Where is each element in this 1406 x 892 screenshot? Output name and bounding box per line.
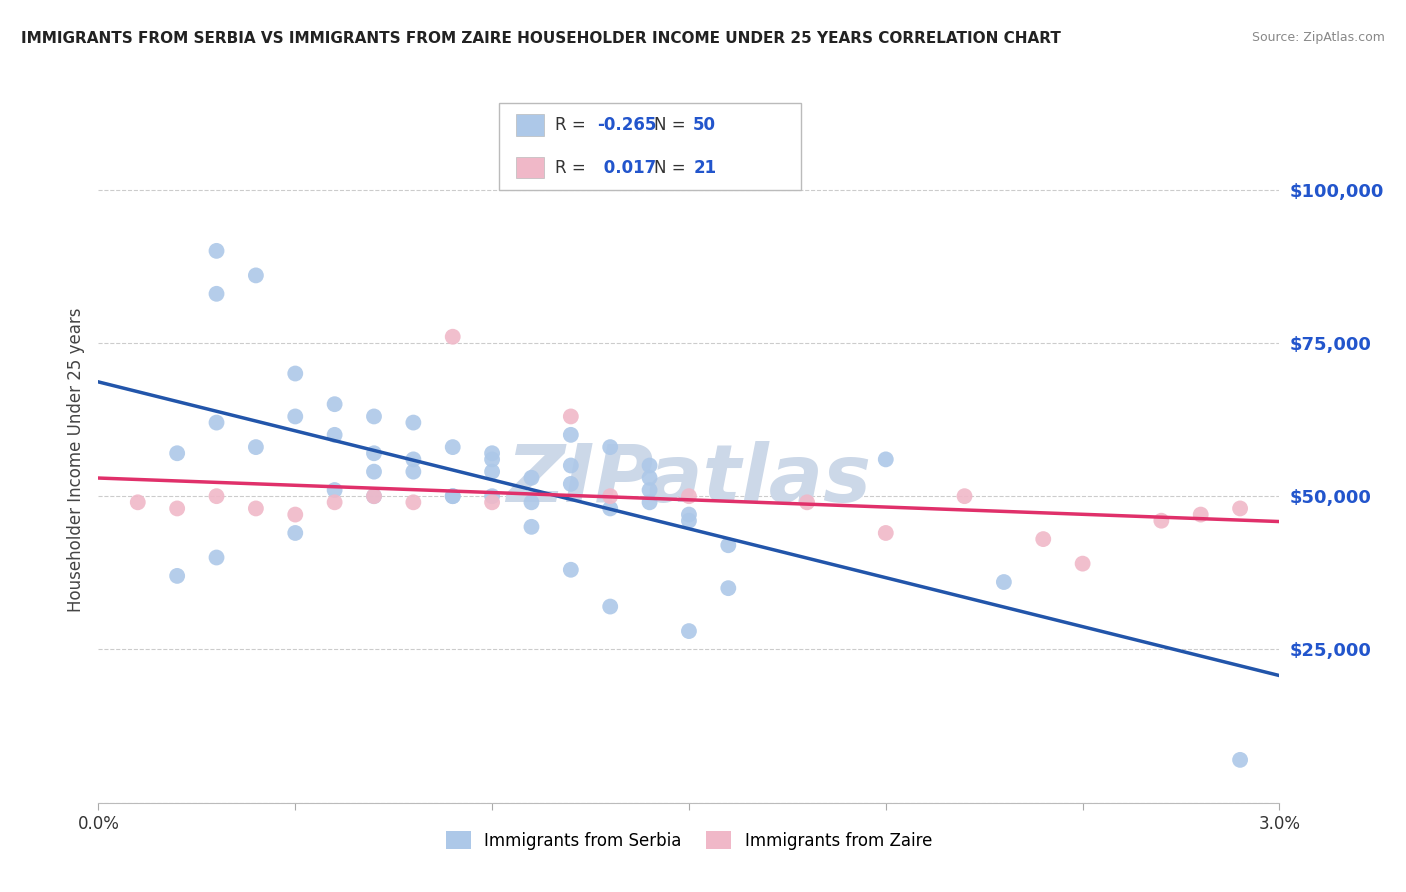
Point: [481, 465, 503, 479]
Y-axis label: Householder Income Under 25 years: Householder Income Under 25 years: [66, 307, 84, 612]
Point: [560, 476, 582, 491]
Point: [245, 501, 267, 516]
Point: [441, 489, 464, 503]
Point: [520, 520, 543, 534]
Text: N =: N =: [654, 116, 690, 134]
Text: IMMIGRANTS FROM SERBIA VS IMMIGRANTS FROM ZAIRE HOUSEHOLDER INCOME UNDER 25 YEAR: IMMIGRANTS FROM SERBIA VS IMMIGRANTS FRO…: [21, 31, 1062, 46]
Point: [284, 409, 307, 424]
Point: [481, 489, 503, 503]
Point: [599, 440, 621, 454]
Point: [323, 397, 346, 411]
Point: [127, 495, 149, 509]
Point: [245, 440, 267, 454]
Point: [323, 483, 346, 497]
Point: [1229, 753, 1251, 767]
Point: [638, 483, 661, 497]
Point: [1150, 514, 1173, 528]
Point: [717, 581, 740, 595]
Point: [875, 525, 897, 540]
Point: [599, 599, 621, 614]
Point: [599, 501, 621, 516]
Point: [441, 440, 464, 454]
Text: 0.017: 0.017: [598, 159, 655, 177]
Point: [402, 495, 425, 509]
Point: [678, 508, 700, 522]
Point: [560, 409, 582, 424]
Point: [560, 458, 582, 473]
Text: 50: 50: [693, 116, 716, 134]
Point: [363, 409, 385, 424]
Point: [205, 416, 228, 430]
Point: [284, 367, 307, 381]
Point: [166, 501, 188, 516]
Text: Source: ZipAtlas.com: Source: ZipAtlas.com: [1251, 31, 1385, 45]
Point: [953, 489, 976, 503]
Point: [402, 465, 425, 479]
Point: [323, 495, 346, 509]
Point: [599, 489, 621, 503]
Text: 21: 21: [693, 159, 716, 177]
Point: [363, 489, 385, 503]
Point: [205, 244, 228, 258]
Point: [363, 446, 385, 460]
Point: [481, 452, 503, 467]
Point: [166, 446, 188, 460]
Point: [1071, 557, 1094, 571]
Point: [520, 495, 543, 509]
Point: [1032, 532, 1054, 546]
Point: [717, 538, 740, 552]
Legend: Immigrants from Serbia, Immigrants from Zaire: Immigrants from Serbia, Immigrants from …: [439, 825, 939, 856]
Point: [993, 574, 1015, 589]
Point: [363, 489, 385, 503]
Text: R =: R =: [555, 116, 592, 134]
Point: [481, 446, 503, 460]
Point: [402, 452, 425, 467]
Point: [638, 471, 661, 485]
Point: [678, 514, 700, 528]
Point: [560, 427, 582, 442]
Point: [441, 489, 464, 503]
Point: [678, 624, 700, 639]
Point: [284, 525, 307, 540]
Text: -0.265: -0.265: [598, 116, 657, 134]
Point: [638, 495, 661, 509]
Point: [323, 427, 346, 442]
Point: [638, 458, 661, 473]
Point: [205, 286, 228, 301]
Point: [1189, 508, 1212, 522]
Point: [441, 330, 464, 344]
Text: R =: R =: [555, 159, 592, 177]
Text: N =: N =: [654, 159, 690, 177]
Point: [796, 495, 818, 509]
Point: [205, 489, 228, 503]
Point: [875, 452, 897, 467]
Point: [363, 465, 385, 479]
Text: ZIPatlas: ZIPatlas: [506, 441, 872, 519]
Point: [678, 489, 700, 503]
Point: [402, 416, 425, 430]
Point: [245, 268, 267, 283]
Point: [520, 471, 543, 485]
Point: [481, 495, 503, 509]
Point: [560, 563, 582, 577]
Point: [1229, 501, 1251, 516]
Point: [205, 550, 228, 565]
Point: [166, 569, 188, 583]
Point: [284, 508, 307, 522]
